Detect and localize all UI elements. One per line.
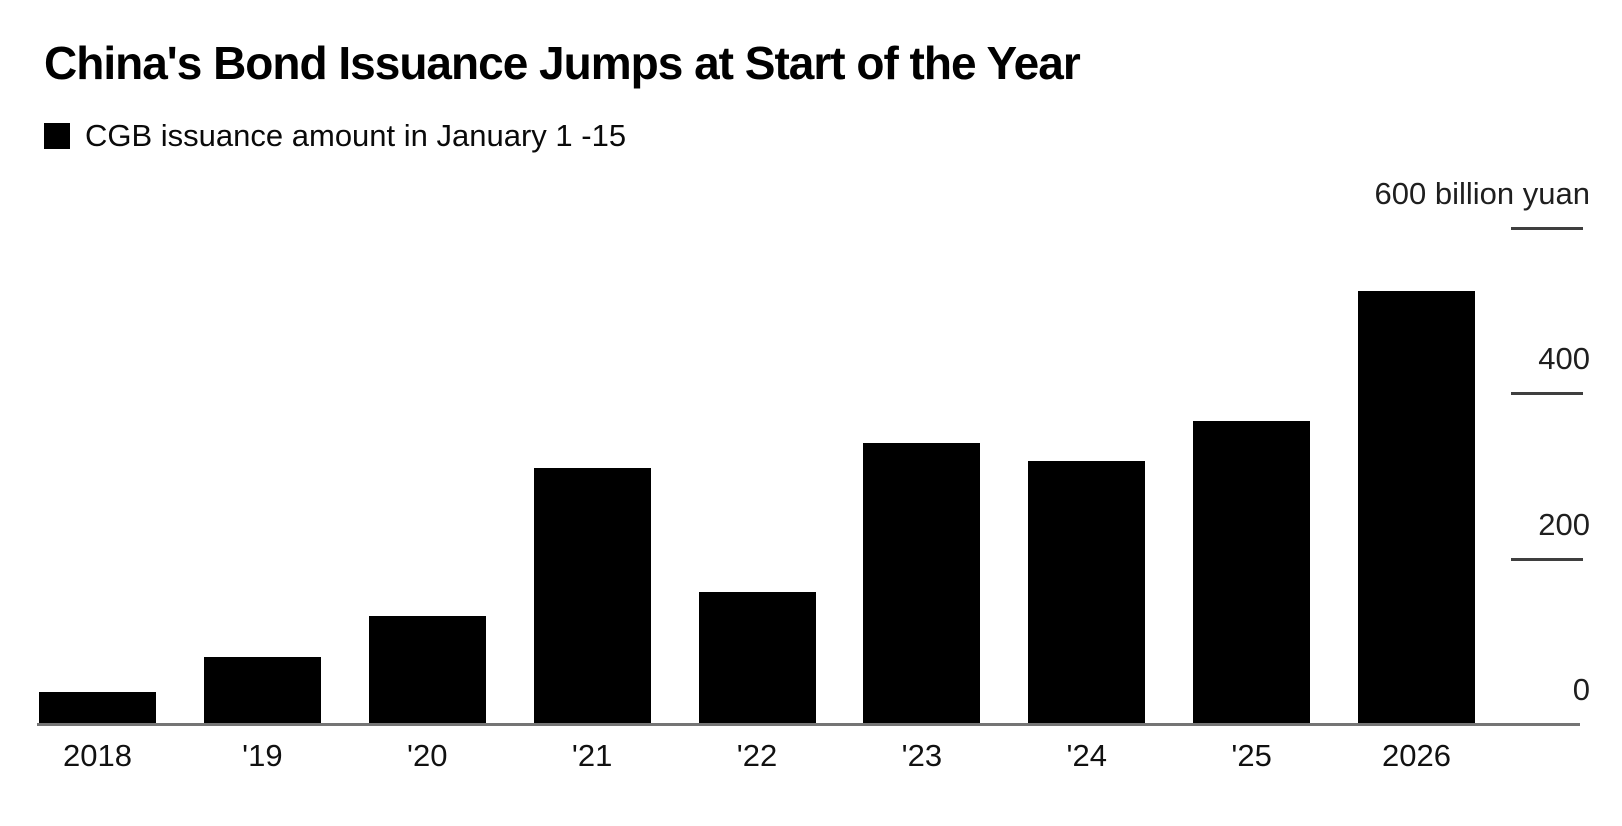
legend-label: CGB issuance amount in January 1 -15 bbox=[85, 118, 627, 153]
y-axis-label-0: 0 bbox=[1572, 672, 1590, 707]
bar-22 bbox=[698, 592, 816, 723]
bar-19 bbox=[203, 656, 321, 723]
y-axis-label-200: 200 bbox=[1538, 506, 1590, 542]
x-axis-label-2026: 2026 bbox=[1382, 738, 1451, 773]
x-axis-label-20: '20 bbox=[407, 738, 448, 773]
x-axis-label-19: '19 bbox=[242, 738, 283, 773]
x-axis-label-25: '25 bbox=[1231, 738, 1272, 773]
x-axis-label-2018: 2018 bbox=[63, 738, 132, 773]
legend-swatch-icon bbox=[44, 123, 70, 149]
x-axis-label-22: '22 bbox=[736, 738, 778, 773]
y-axis-tick-400 bbox=[1511, 392, 1583, 396]
bar-2018 bbox=[39, 692, 156, 723]
chart-title: China's Bond Issuance Jumps at Start of … bbox=[44, 37, 1081, 89]
y-axis-label-600: 600 billion yuan bbox=[1374, 176, 1590, 211]
x-axis-label-23: '23 bbox=[901, 738, 943, 773]
y-axis-tick-600 bbox=[1511, 227, 1583, 230]
bar-2026 bbox=[1358, 290, 1475, 723]
x-axis-label-21: '21 bbox=[571, 738, 613, 773]
bar-24 bbox=[1028, 460, 1146, 723]
bar-20 bbox=[368, 616, 486, 723]
bar-25 bbox=[1193, 421, 1311, 723]
bar-23 bbox=[863, 442, 981, 723]
y-axis-tick-200 bbox=[1511, 557, 1583, 561]
bar-21 bbox=[533, 468, 651, 723]
x-axis-line bbox=[37, 723, 1580, 726]
legend: CGB issuance amount in January 1 -15 bbox=[44, 118, 626, 154]
y-axis-label-400: 400 bbox=[1538, 341, 1590, 377]
x-axis-label-24: '24 bbox=[1066, 738, 1107, 773]
